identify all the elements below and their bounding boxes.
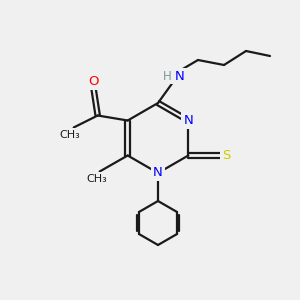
Text: H: H <box>163 70 171 83</box>
Text: CH₃: CH₃ <box>86 173 107 184</box>
Text: N: N <box>183 114 193 127</box>
Text: N: N <box>153 167 163 179</box>
Text: S: S <box>222 149 230 162</box>
Text: CH₃: CH₃ <box>59 130 80 140</box>
Text: O: O <box>88 75 99 88</box>
Text: N: N <box>175 70 185 83</box>
